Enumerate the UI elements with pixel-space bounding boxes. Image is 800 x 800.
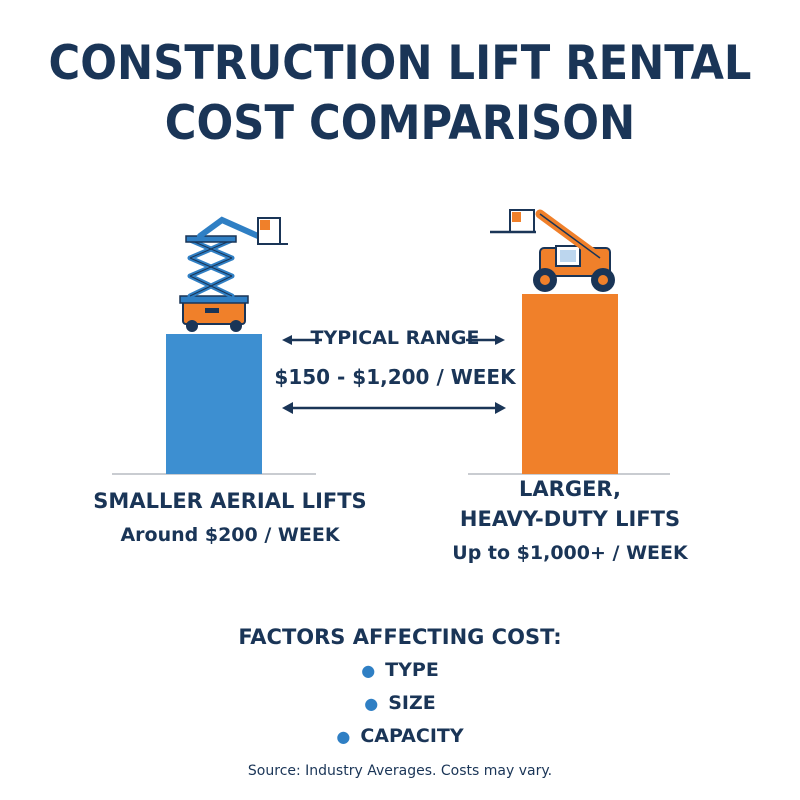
bar-heavy-duty-lifts (522, 294, 618, 474)
right-bar-name-line-2: HEAVY-DUTY LIFTS (459, 507, 681, 531)
right-bar-value: Up to $1,000+ / WEEK (452, 542, 688, 564)
range-label: TYPICAL RANGE (310, 327, 480, 349)
scissor-lift-icon (179, 216, 288, 332)
right-bar-name-line-1: LARGER, (519, 477, 621, 501)
factor-item: ● TYPE (361, 659, 439, 681)
left-bar-label: SMALLER AERIAL LIFTS Around $200 / WEEK (80, 486, 380, 550)
title-line-2: COST COMPARISON (164, 96, 636, 151)
double-arrow-icon (282, 335, 506, 414)
bullet-icon: ● (361, 661, 376, 680)
bullet-icon: ● (364, 694, 379, 713)
telehandler-icon (490, 209, 615, 292)
factors-list: ● TYPE ● SIZE ● CAPACITY (0, 654, 800, 753)
bar-smaller-aerial-lifts (166, 334, 262, 474)
factors-title: FACTORS AFFECTING COST: (238, 625, 562, 649)
chart-title: CONSTRUCTION LIFT RENTAL COST COMPARISON (32, 34, 768, 154)
left-bar-name: SMALLER AERIAL LIFTS (93, 489, 367, 513)
right-bar-label: LARGER, HEAVY-DUTY LIFTS Up to $1,000+ /… (420, 474, 720, 568)
factors-section: FACTORS AFFECTING COST: ● TYPE ● SIZE ● CAP… (0, 620, 800, 753)
source-note: Source: Industry Averages. Costs may var… (247, 763, 553, 779)
factor-item: ● SIZE (364, 692, 436, 714)
left-bar-value: Around $200 / WEEK (120, 524, 340, 546)
factor-item: ● CAPACITY (336, 725, 464, 747)
title-line-1: CONSTRUCTION LIFT RENTAL (48, 36, 752, 91)
bullet-icon: ● (336, 727, 351, 746)
range-value: $150 - $1,200 / WEEK (274, 365, 516, 389)
